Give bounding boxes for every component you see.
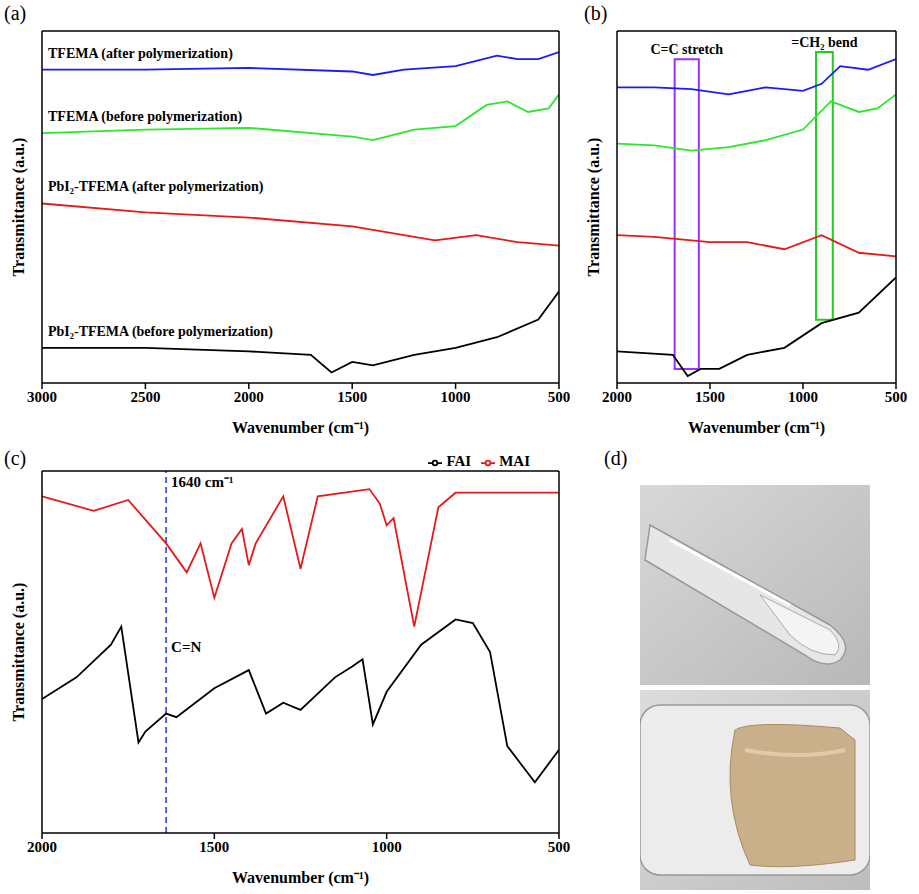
html-text:(d): (d) <box>604 447 628 469</box>
svg-text:2000: 2000 <box>234 389 264 405</box>
svg-text:500: 500 <box>548 389 571 405</box>
svg-text:500: 500 <box>548 839 571 855</box>
svg-text:Transmittance (a.u.): Transmittance (a.u.) <box>10 138 28 277</box>
html-text:(a): (a) <box>4 2 27 24</box>
svg-text:3000: 3000 <box>27 389 57 405</box>
svg-text:=CH₂ bend: =CH₂ bend <box>791 35 857 50</box>
svg-text:1000: 1000 <box>788 389 818 405</box>
svg-text:2000: 2000 <box>602 389 632 405</box>
html-text:MAI: MAI <box>499 453 530 469</box>
svg-text:Transmittance (a.u.): Transmittance (a.u.) <box>585 138 603 277</box>
svg-text:TFEMA (after polymerization): TFEMA (after polymerization) <box>48 46 233 62</box>
svg-text:PbI₂-TFEMA (after polymerizati: PbI₂-TFEMA (after polymerization) <box>48 179 264 195</box>
svg-text:Wavenumber (cm⁻¹): Wavenumber (cm⁻¹) <box>688 419 825 437</box>
svg-text:C=N: C=N <box>171 639 201 655</box>
html-text:(c): (c) <box>4 447 27 469</box>
svg-text:1640 cm⁻¹: 1640 cm⁻¹ <box>171 474 233 490</box>
html-text:FAI: FAI <box>446 453 472 469</box>
svg-text:TFEMA (before polymerization): TFEMA (before polymerization) <box>48 109 242 125</box>
svg-text:Wavenumber (cm⁻¹): Wavenumber (cm⁻¹) <box>232 419 369 437</box>
svg-text:1500: 1500 <box>337 389 367 405</box>
svg-text:500: 500 <box>885 389 908 405</box>
svg-text:PbI₂-TFEMA (before polymerizat: PbI₂-TFEMA (before polymerization) <box>48 324 273 340</box>
svg-text:2500: 2500 <box>130 389 160 405</box>
svg-text:1000: 1000 <box>441 389 471 405</box>
svg-text:2000: 2000 <box>27 839 57 855</box>
svg-text:1000: 1000 <box>372 839 402 855</box>
html-text:(b): (b) <box>584 2 608 24</box>
svg-text:1500: 1500 <box>199 839 229 855</box>
svg-text:1500: 1500 <box>695 389 725 405</box>
svg-text:C=C stretch: C=C stretch <box>650 42 723 57</box>
svg-text:Wavenumber (cm⁻¹): Wavenumber (cm⁻¹) <box>232 869 369 887</box>
svg-text:Transmittance (a.u.): Transmittance (a.u.) <box>10 583 28 722</box>
